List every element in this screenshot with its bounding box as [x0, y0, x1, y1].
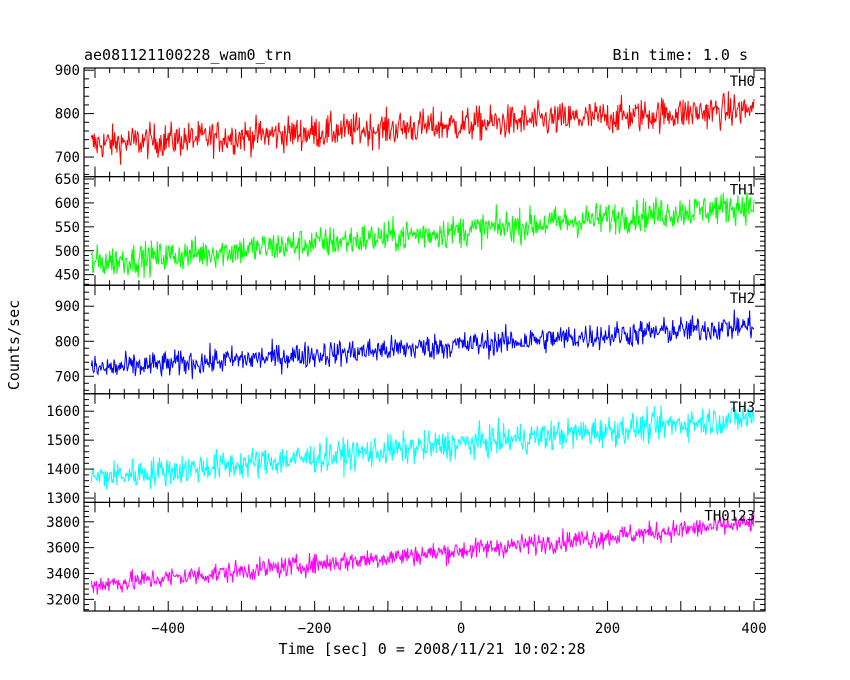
- y-tick-label: 3800: [46, 515, 80, 531]
- panel-th1: 450 500 550 600 650 TH1: [55, 172, 766, 286]
- y-tick-label: 500: [55, 244, 80, 260]
- y-tick-label: 1600: [46, 404, 80, 420]
- x-tick-label: 400: [741, 621, 766, 637]
- series-line-th3: [90, 405, 755, 490]
- x-tick-label: −200: [298, 621, 332, 637]
- y-tick-label: 800: [55, 107, 80, 123]
- panel-label: TH2: [730, 291, 755, 307]
- y-tick-label: 3400: [46, 567, 80, 583]
- y-axis-title: Counts/sec: [5, 300, 23, 390]
- panel-th0123: 3200 3400 3600 3800 TH0123: [46, 501, 766, 612]
- x-tick-label: 200: [595, 621, 620, 637]
- x-tick-label: 0: [457, 621, 465, 637]
- panel-label: TH0123: [704, 508, 755, 524]
- panel-th0: 700 800 900 TH0: [55, 63, 766, 178]
- panel-label: TH3: [730, 400, 755, 416]
- chart-title: ae081121100228_wam0_trn: [84, 46, 292, 64]
- panel-frame: [83, 284, 766, 395]
- y-tick-label: 650: [55, 172, 80, 188]
- y-tick-label: 700: [55, 150, 80, 166]
- y-tick-label: 1400: [46, 462, 80, 478]
- y-tick-label: 900: [55, 299, 80, 315]
- bin-time-label: Bin time: 1.0 s: [613, 46, 748, 64]
- y-tick-label: 700: [55, 369, 80, 385]
- x-axis-title: Time [sec] 0 = 2008/11/21 10:02:28: [278, 640, 585, 658]
- panel-frame: [83, 176, 766, 286]
- series-line-th0: [90, 91, 755, 165]
- panel-frame: [83, 501, 766, 612]
- series-line-th1: [90, 192, 755, 279]
- panel-label: TH1: [730, 183, 755, 199]
- series-line-th0123: [90, 512, 755, 595]
- y-tick-label: 900: [55, 63, 80, 79]
- series-line-th2: [90, 309, 755, 380]
- panel-th2: 700 800 900 TH2: [55, 284, 766, 395]
- panel-label: TH0: [730, 74, 755, 90]
- y-tick-label: 1500: [46, 433, 80, 449]
- y-tick-label: 800: [55, 334, 80, 350]
- y-tick-label: 600: [55, 196, 80, 212]
- y-tick-label: 1300: [46, 491, 80, 507]
- panel-stack: 700 800 900 TH0 450 500 550 600 650 TH1 700 800 900 T…: [46, 63, 766, 637]
- y-tick-label: 550: [55, 220, 80, 236]
- x-tick-label: −400: [151, 621, 185, 637]
- y-tick-label: 3200: [46, 592, 80, 608]
- panel-th3: 1300 1400 1500 1600 TH3: [46, 393, 766, 507]
- y-tick-label: 3600: [46, 541, 80, 557]
- panel-frame: [83, 67, 766, 178]
- y-tick-label: 450: [55, 268, 80, 284]
